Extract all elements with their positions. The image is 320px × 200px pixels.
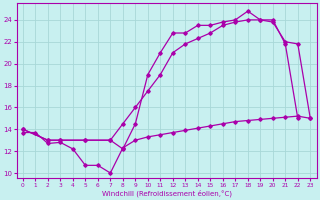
X-axis label: Windchill (Refroidissement éolien,°C): Windchill (Refroidissement éolien,°C) xyxy=(101,189,232,197)
